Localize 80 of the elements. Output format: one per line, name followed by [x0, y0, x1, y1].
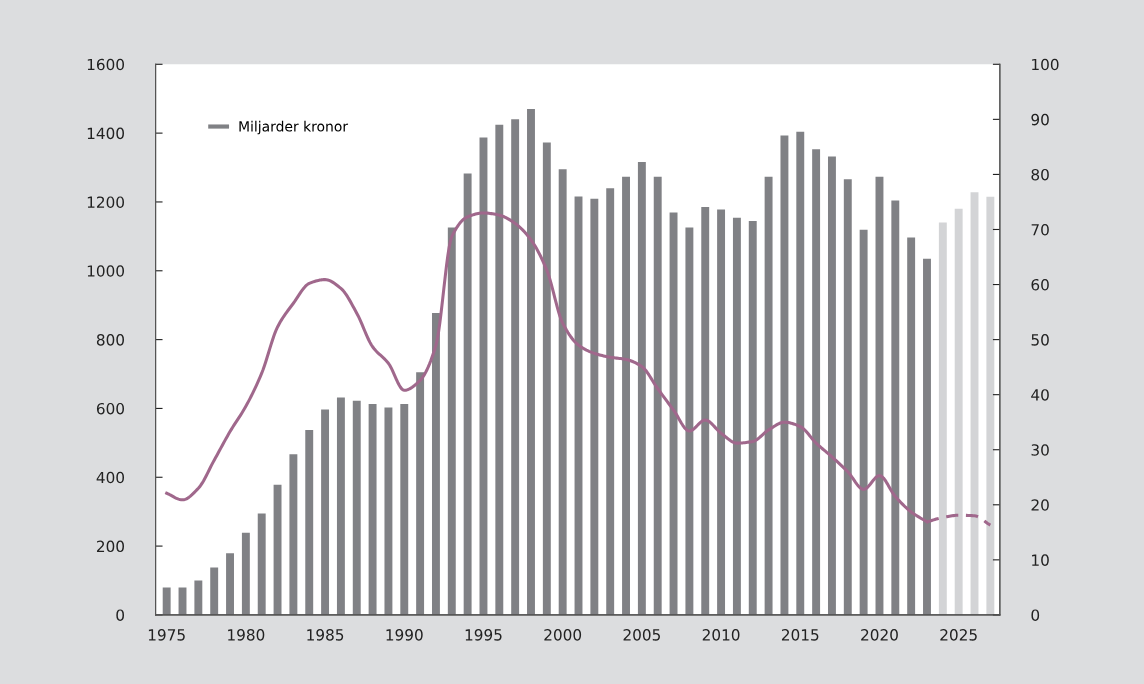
- bar: [336, 397, 345, 615]
- bar: [717, 209, 726, 615]
- bar: [732, 217, 741, 615]
- bar: [843, 179, 852, 615]
- bar: [764, 176, 773, 615]
- bar: [194, 580, 203, 615]
- y-tick-label: 1000: [87, 265, 125, 277]
- y2-tick-label: 30: [1031, 444, 1049, 456]
- bar: [622, 176, 630, 615]
- bar: [780, 135, 789, 615]
- y2-tick-label: 100: [1032, 58, 1059, 71]
- bar: [431, 313, 440, 615]
- bar: [416, 372, 425, 615]
- y2-tick-label: 50: [1031, 334, 1049, 346]
- y2-tick-label: 80: [1031, 168, 1049, 181]
- bar: [827, 156, 836, 615]
- bar: [162, 587, 171, 615]
- bar: [653, 176, 662, 615]
- legend-label: Miljarder kronor: [239, 120, 349, 135]
- bar: [938, 222, 947, 615]
- x-tick-label: 2000: [544, 629, 582, 641]
- bar: [637, 162, 646, 615]
- bar: [495, 124, 504, 615]
- x-tick-label: 1985: [307, 629, 344, 641]
- y2-tick-label: 10: [1032, 554, 1049, 566]
- y-tick-label: 1400: [87, 127, 125, 140]
- x-tick-label: 2015: [781, 629, 819, 641]
- y-tick-label: 1600: [87, 58, 125, 71]
- x-tick-label: 2020: [861, 629, 898, 641]
- bar: [226, 553, 234, 615]
- bar: [368, 403, 377, 615]
- bar: [606, 188, 615, 615]
- y-tick-label: 0: [116, 609, 125, 621]
- y-tick-label: 200: [96, 540, 125, 553]
- bar: [685, 227, 694, 615]
- bar: [273, 484, 282, 615]
- bar: [511, 119, 520, 615]
- x-tick-label: 2025: [940, 629, 977, 641]
- x-tick-label: 1975: [148, 629, 185, 641]
- y2-tick-label: 0: [1031, 609, 1040, 621]
- bar: [305, 430, 314, 615]
- bar: [796, 131, 805, 615]
- x-tick-label: 2005: [623, 629, 660, 641]
- bar: [384, 407, 393, 615]
- y-tick-label: 800: [96, 334, 125, 346]
- bar: [542, 142, 551, 615]
- bar: [907, 237, 916, 615]
- bar: [447, 227, 456, 615]
- y2-tick-label: 60: [1031, 279, 1049, 291]
- bar: [590, 198, 599, 615]
- bar: [891, 200, 900, 615]
- y-tick-label: 1200: [87, 196, 125, 208]
- bar: [352, 400, 361, 615]
- bar: [558, 169, 567, 615]
- x-tick-label: 1990: [386, 629, 423, 641]
- bar: [859, 229, 868, 615]
- y-tick-label: 600: [96, 402, 125, 415]
- bar: [321, 409, 330, 615]
- bar: [701, 207, 710, 615]
- bar: [812, 149, 821, 615]
- y2-tick-label: 90: [1031, 113, 1049, 126]
- bar: [527, 109, 535, 615]
- bar: [669, 212, 678, 615]
- x-tick-label: 2010: [702, 629, 740, 641]
- bar: [241, 532, 250, 615]
- y2-tick-label: 20: [1031, 499, 1049, 511]
- x-tick-label: 1980: [228, 629, 265, 641]
- bar: [923, 258, 931, 615]
- bar: [954, 208, 963, 615]
- bar: [400, 403, 409, 615]
- y-tick-label: 400: [96, 471, 125, 484]
- bar: [748, 220, 757, 615]
- bar: [257, 513, 266, 615]
- y2-tick-label: 70: [1031, 223, 1049, 236]
- y2-tick-label: 40: [1031, 389, 1049, 401]
- bar: [289, 454, 298, 615]
- bar: [210, 567, 219, 615]
- bar: [986, 196, 995, 615]
- bar: [463, 173, 472, 615]
- x-tick-label: 1995: [465, 629, 502, 641]
